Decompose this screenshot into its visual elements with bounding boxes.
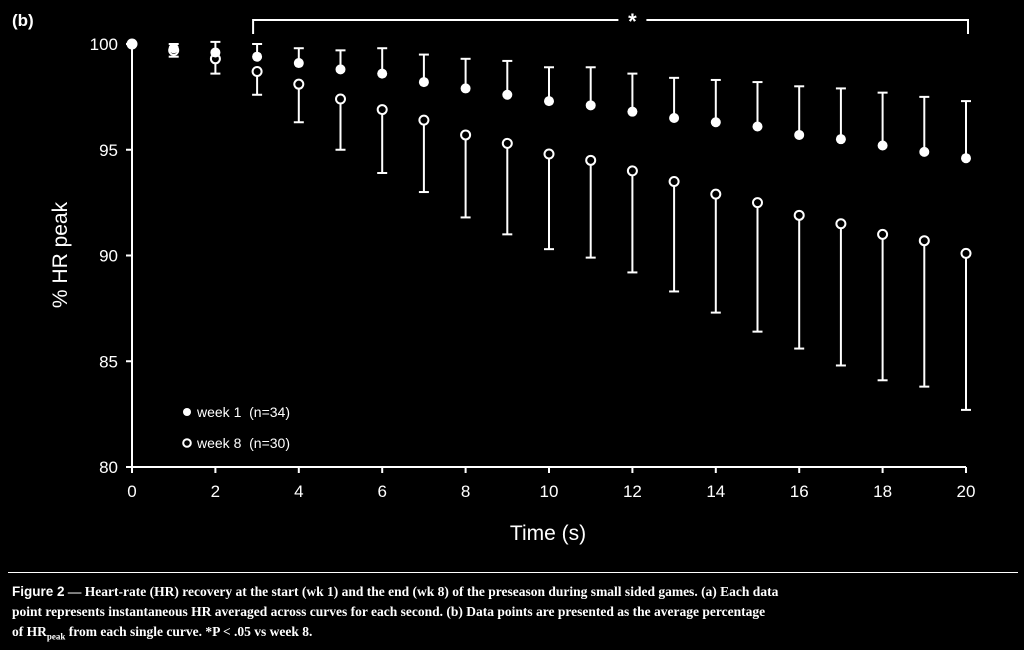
- point-week8: [460, 129, 472, 141]
- x-tick-label: 4: [294, 482, 303, 501]
- point-week8: [877, 228, 889, 240]
- point-week1: [168, 43, 179, 54]
- x-tick-label: 10: [540, 482, 559, 501]
- point-week1: [335, 64, 346, 75]
- caption-divider: [8, 572, 1018, 573]
- point-week8: [626, 165, 638, 177]
- point-week1: [293, 58, 304, 69]
- x-tick-label: 6: [377, 482, 386, 501]
- point-week1: [961, 153, 971, 164]
- y-tick-label: 80: [99, 458, 118, 477]
- point-week1: [544, 96, 554, 107]
- point-week8: [501, 137, 513, 149]
- caption-line-3b: from each single curve. *P < .05 vs week…: [65, 624, 313, 639]
- x-axis-title: Time (s): [510, 522, 586, 545]
- x-tick-label: 0: [127, 482, 136, 501]
- x-tick-label: 20: [957, 482, 976, 501]
- x-tick-label: 16: [790, 482, 809, 501]
- legend-marker-week8: [182, 438, 192, 448]
- point-week8: [752, 197, 763, 209]
- panel-label: (b): [12, 11, 34, 30]
- point-week8: [376, 104, 388, 116]
- legend: week 1 (n=34) week 8 (n=30): [182, 404, 290, 451]
- point-week1: [502, 89, 513, 100]
- y-tick-label: 95: [99, 141, 118, 160]
- legend-marker-week1: [183, 408, 191, 416]
- significance-bracket-right: [646, 19, 969, 34]
- point-week1: [252, 51, 263, 62]
- point-week1: [710, 117, 721, 128]
- point-week1: [377, 68, 388, 79]
- y-tick-label: 85: [99, 352, 118, 371]
- point-week1: [460, 83, 471, 94]
- point-week1: [585, 100, 596, 111]
- x-tick-label: 8: [461, 482, 470, 501]
- significance-bracket-left: [252, 19, 619, 34]
- caption-line-3-subscript: peak: [46, 631, 66, 642]
- y-tick-label: 100: [90, 35, 118, 54]
- point-week1: [835, 134, 846, 145]
- caption-line-2: point represents instantaneous HR averag…: [12, 604, 766, 619]
- y-tick-label: 90: [99, 247, 118, 266]
- y-ticks: 80 85 90 95 100: [90, 35, 132, 477]
- point-week1: [877, 140, 888, 151]
- point-week8: [668, 175, 680, 187]
- point-week1: [919, 146, 930, 157]
- legend-label-week8: week 8 (n=30): [196, 435, 290, 451]
- significance-bracket: *: [252, 9, 969, 34]
- figure-caption: Figure 2 — Heart-rate (HR) recovery at t…: [12, 582, 1017, 642]
- point-week8: [960, 247, 972, 259]
- x-tick-label: 12: [623, 482, 642, 501]
- point-week8: [793, 209, 805, 221]
- x-ticks: 0 2 4 6 8 10 12 14 16 18 20: [127, 467, 975, 501]
- point-week8: [710, 188, 722, 200]
- point-week1: [794, 129, 805, 140]
- point-week1: [752, 121, 763, 132]
- point-week8: [835, 218, 847, 230]
- caption-line-1: — Heart-rate (HR) recovery at the start …: [64, 584, 779, 599]
- series-layer: [126, 38, 972, 411]
- caption-lead: Figure 2: [12, 584, 65, 599]
- x-tick-label: 14: [706, 482, 725, 501]
- x-tick-label: 2: [211, 482, 220, 501]
- point-week8: [293, 78, 305, 90]
- hr-recovery-chart: (b) * 80 85 90 95 100 0 2 4 6 8 10 12 14 16 18 20 % HR…: [12, 9, 975, 545]
- point-week8: [543, 148, 555, 160]
- point-week1: [418, 77, 429, 88]
- point-week8: [335, 93, 346, 105]
- legend-label-week1: week 1 (n=34): [196, 404, 290, 420]
- point-week1: [127, 39, 137, 49]
- significance-asterisk: *: [628, 9, 637, 34]
- point-week8: [585, 154, 597, 166]
- point-week1: [627, 106, 638, 117]
- x-tick-label: 18: [873, 482, 892, 501]
- y-axis-title: % HR peak: [49, 201, 72, 308]
- point-week1: [210, 47, 221, 58]
- point-week8: [418, 114, 430, 126]
- point-week8: [251, 65, 263, 77]
- caption-line-3a: of HR: [12, 624, 47, 639]
- point-week1: [669, 113, 680, 124]
- point-week8: [918, 235, 930, 247]
